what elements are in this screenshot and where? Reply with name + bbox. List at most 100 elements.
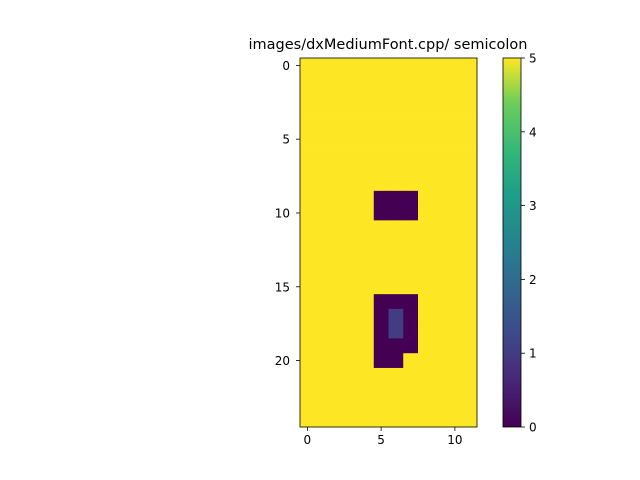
- heatmap-cell: [344, 190, 360, 206]
- heatmap-cell: [418, 72, 434, 88]
- heatmap-cell: [388, 102, 404, 118]
- heatmap-cell: [344, 102, 360, 118]
- heatmap-cell: [403, 87, 419, 103]
- heatmap-cell: [344, 382, 360, 398]
- heatmap-cell: [462, 235, 478, 251]
- heatmap-cell: [388, 190, 404, 206]
- heatmap-cell: [447, 176, 463, 192]
- heatmap-cell: [447, 294, 463, 310]
- heatmap-cell: [462, 294, 478, 310]
- heatmap-cell: [432, 220, 448, 236]
- heatmap-cell: [462, 190, 478, 206]
- heatmap-cell: [418, 294, 434, 310]
- heatmap-cell: [359, 176, 375, 192]
- heatmap-cell: [432, 131, 448, 147]
- heatmap-cell: [388, 382, 404, 398]
- heatmap-cell: [359, 131, 375, 147]
- heatmap-cell: [359, 249, 375, 266]
- heatmap-cell: [359, 161, 375, 177]
- heatmap-cell: [432, 102, 448, 118]
- heatmap-cell: [403, 190, 419, 206]
- heatmap-cell: [447, 249, 463, 266]
- heatmap-cell: [418, 367, 434, 384]
- heatmap-cell: [300, 58, 316, 74]
- heatmap-cell: [432, 205, 448, 221]
- heatmap-cell: [344, 72, 360, 88]
- heatmap-cell: [359, 190, 375, 206]
- heatmap-cell: [403, 146, 419, 162]
- heatmap-cell: [329, 308, 345, 325]
- heatmap-cell: [314, 279, 330, 295]
- heatmap-cell: [432, 235, 448, 251]
- heatmap-cell: [388, 279, 404, 295]
- heatmap-cell: [300, 382, 316, 398]
- heatmap-cell: [329, 249, 345, 266]
- heatmap-cell: [403, 353, 419, 369]
- x-tick-label: 5: [377, 433, 385, 447]
- heatmap-cell: [314, 235, 330, 251]
- heatmap-cell: [462, 412, 478, 428]
- heatmap-cell: [300, 87, 316, 103]
- colorbar-tick-label: 5: [529, 52, 537, 66]
- heatmap-cell: [329, 367, 345, 384]
- heatmap-cell: [432, 323, 448, 339]
- heatmap-cell: [418, 205, 434, 221]
- heatmap-cell: [300, 146, 316, 162]
- colorbar-tick-label: 2: [529, 273, 537, 287]
- heatmap-cell: [300, 338, 316, 354]
- heatmap-cell: [418, 323, 434, 339]
- heatmap-cell: [462, 308, 478, 325]
- heatmap-cell: [314, 146, 330, 162]
- heatmap-cell: [344, 131, 360, 147]
- heatmap-cell: [300, 353, 316, 369]
- heatmap-cell: [329, 323, 345, 339]
- heatmap-cell: [314, 323, 330, 339]
- heatmap-cell: [344, 117, 360, 133]
- heatmap-cell: [359, 279, 375, 295]
- heatmap-cell: [300, 117, 316, 133]
- heatmap-cell: [329, 117, 345, 133]
- y-tick-label: 15: [275, 280, 290, 294]
- y-tick-label: 20: [275, 354, 290, 368]
- heatmap-cell: [359, 235, 375, 251]
- y-axis: 0 5 10 15 20: [275, 59, 300, 368]
- heatmap-cell: [418, 117, 434, 133]
- chart-title: images/dxMediumFont.cpp/ semicolon: [249, 37, 528, 53]
- heatmap-cell: [432, 382, 448, 398]
- heatmap-cell: [418, 87, 434, 103]
- heatmap-cell: [418, 412, 434, 428]
- heatmap-cell: [314, 249, 330, 266]
- heatmap-cell: [344, 294, 360, 310]
- heatmap-cell: [388, 72, 404, 88]
- heatmap-cell: [359, 72, 375, 88]
- heatmap-cell: [373, 176, 389, 192]
- heatmap-cell: [432, 146, 448, 162]
- heatmap-cell: [359, 367, 375, 384]
- heatmap-cell: [388, 323, 404, 339]
- heatmap-cell: [447, 382, 463, 398]
- heatmap-cell: [344, 205, 360, 221]
- heatmap-cell: [403, 412, 419, 428]
- heatmap-cell: [373, 102, 389, 118]
- heatmap-cell: [432, 308, 448, 325]
- heatmap-cell: [432, 249, 448, 266]
- heatmap-cell: [403, 220, 419, 236]
- heatmap-cell: [314, 190, 330, 206]
- heatmap-cell: [418, 382, 434, 398]
- heatmap-cell: [403, 382, 419, 398]
- heatmap-cell: [314, 131, 330, 147]
- heatmap-cell: [432, 72, 448, 88]
- heatmap-cell: [462, 353, 478, 369]
- heatmap-cell: [344, 323, 360, 339]
- heatmap-cell: [388, 308, 404, 325]
- heatmap-cell: [388, 176, 404, 192]
- heatmap-cell: [418, 353, 434, 369]
- heatmap-cell: [359, 102, 375, 118]
- heatmap-cell: [300, 279, 316, 295]
- heatmap-cell: [403, 235, 419, 251]
- heatmap-cell: [418, 264, 434, 280]
- heatmap-cell: [432, 161, 448, 177]
- heatmap-cell: [373, 279, 389, 295]
- heatmap-cell: [418, 279, 434, 295]
